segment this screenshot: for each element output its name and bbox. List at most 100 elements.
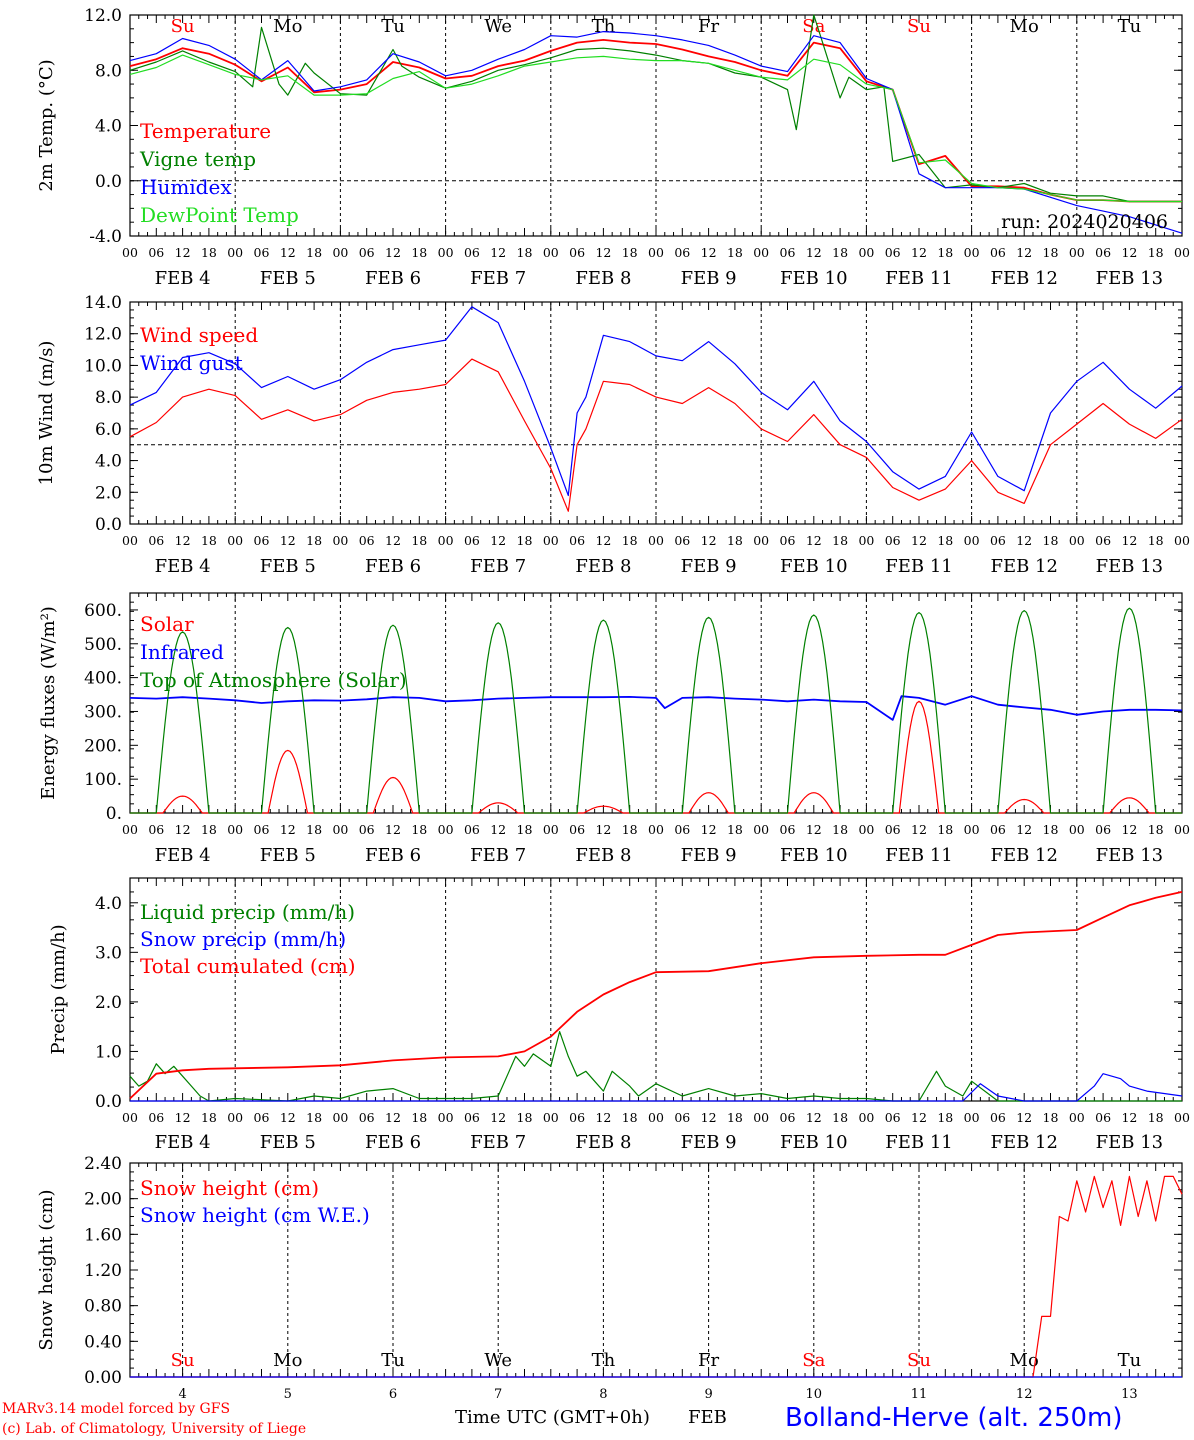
weekday-label: Tu bbox=[381, 1350, 405, 1371]
x-tick-label: 12 bbox=[595, 245, 611, 260]
x-tick-label: 00 bbox=[753, 245, 769, 260]
x-tick-label: 06 bbox=[148, 245, 164, 260]
series-line-infrared bbox=[129, 695, 1183, 721]
day-label: FEB 6 bbox=[365, 1132, 421, 1153]
y-tick-label: 1.20 bbox=[84, 1261, 122, 1281]
day-label: FEB 8 bbox=[575, 268, 631, 289]
x-tick-label: 18 bbox=[411, 533, 427, 548]
x-tick-label: 12 bbox=[175, 822, 191, 837]
x-tick-label: 00 bbox=[964, 1110, 980, 1125]
y-tick-label: 10.0 bbox=[84, 356, 122, 376]
legend-entry: Snow height (cm) bbox=[140, 1176, 319, 1200]
weekday-label: Sa bbox=[802, 16, 825, 37]
day-label: FEB 5 bbox=[260, 1132, 316, 1153]
x-tick-label: 00 bbox=[964, 245, 980, 260]
x-tick-label: 12 bbox=[1121, 1110, 1137, 1125]
x-tick-label: 06 bbox=[359, 822, 375, 837]
y-tick-label: 8.0 bbox=[95, 61, 122, 81]
legend-entry: Wind gust bbox=[140, 351, 243, 375]
weekday-label: Th bbox=[592, 1350, 616, 1371]
x-tick-label: 00 bbox=[1174, 1110, 1190, 1125]
x-tick-label: 00 bbox=[122, 822, 138, 837]
weekday-label: Tu bbox=[381, 16, 405, 37]
y-axis-title: 10m Wind (m/s) bbox=[36, 341, 57, 486]
day-number-label: 6 bbox=[389, 1387, 397, 1402]
x-tick-label: 12 bbox=[280, 822, 296, 837]
x-tick-label: 18 bbox=[1043, 1110, 1059, 1125]
x-tick-label: 12 bbox=[1016, 822, 1032, 837]
x-tick-label: 06 bbox=[674, 822, 690, 837]
series-line-wind-gust bbox=[129, 306, 1183, 497]
x-tick-label: 00 bbox=[438, 245, 454, 260]
x-tick-label: 06 bbox=[464, 1110, 480, 1125]
x-tick-label: 00 bbox=[1069, 822, 1085, 837]
day-label: FEB 13 bbox=[1096, 1132, 1163, 1153]
y-tick-label: 4.0 bbox=[95, 452, 122, 472]
x-tick-label: 18 bbox=[517, 533, 533, 548]
x-tick-label: 06 bbox=[885, 1110, 901, 1125]
x-tick-label: 06 bbox=[780, 1110, 796, 1125]
x-tick-label: 00 bbox=[122, 533, 138, 548]
x-tick-label: 12 bbox=[911, 245, 927, 260]
day-label: FEB 12 bbox=[990, 556, 1057, 577]
y-tick-label: 12.0 bbox=[84, 6, 122, 26]
x-tick-label: 12 bbox=[806, 245, 822, 260]
day-label: FEB 12 bbox=[990, 268, 1057, 289]
x-tick-label: 06 bbox=[990, 245, 1006, 260]
x-tick-label: 18 bbox=[832, 245, 848, 260]
x-tick-label: 00 bbox=[543, 245, 559, 260]
y-tick-label: 6.0 bbox=[95, 420, 122, 440]
day-label: FEB 10 bbox=[780, 845, 847, 866]
day-label: FEB 13 bbox=[1096, 845, 1163, 866]
day-label: FEB 9 bbox=[681, 845, 737, 866]
day-number-label: 12 bbox=[1016, 1387, 1033, 1402]
y-tick-label: 0. bbox=[106, 804, 122, 824]
x-tick-label: 12 bbox=[280, 533, 296, 548]
run-annotation: run: 2024020406 bbox=[1001, 211, 1168, 233]
x-tick-label: 18 bbox=[832, 533, 848, 548]
y-tick-label: 3.0 bbox=[95, 943, 122, 963]
x-tick-label: 12 bbox=[701, 533, 717, 548]
x-tick-label: 00 bbox=[227, 533, 243, 548]
x-tick-label: 18 bbox=[1148, 822, 1164, 837]
x-tick-label: 06 bbox=[254, 245, 270, 260]
x-tick-label: 00 bbox=[648, 245, 664, 260]
x-tick-label: 12 bbox=[701, 822, 717, 837]
y-tick-label: 4.0 bbox=[95, 117, 122, 137]
x-tick-label: 06 bbox=[464, 822, 480, 837]
x-tick-label: 06 bbox=[359, 1110, 375, 1125]
x-tick-label: 18 bbox=[201, 533, 217, 548]
x-tick-label: 00 bbox=[438, 533, 454, 548]
y-tick-label: 4.0 bbox=[95, 894, 122, 914]
y-tick-label: 0.0 bbox=[95, 1092, 122, 1112]
x-tick-label: 18 bbox=[517, 1110, 533, 1125]
x-tick-label: 06 bbox=[1095, 1110, 1111, 1125]
day-label: FEB 4 bbox=[155, 268, 211, 289]
day-label: FEB 5 bbox=[260, 556, 316, 577]
y-tick-label: 2.00 bbox=[84, 1190, 122, 1210]
x-tick-label: 12 bbox=[1121, 245, 1137, 260]
y-tick-label: 200. bbox=[84, 736, 122, 756]
x-tick-label: 06 bbox=[674, 245, 690, 260]
panel-4: 00 06 12 18 00 06 12 18 00 06 12 18 00 06 12 18 00 06 12 18… bbox=[48, 877, 1190, 1153]
day-label: FEB 7 bbox=[470, 845, 526, 866]
day-number-label: 10 bbox=[806, 1387, 823, 1402]
day-number-label: 5 bbox=[284, 1387, 292, 1402]
y-tick-label: 300. bbox=[84, 702, 122, 722]
weekday-label: Mo bbox=[1010, 1350, 1039, 1371]
x-tick-label: 18 bbox=[727, 822, 743, 837]
x-tick-label: 18 bbox=[1043, 822, 1059, 837]
x-tick-label: 12 bbox=[1016, 245, 1032, 260]
y-tick-label: 2.40 bbox=[84, 1154, 122, 1174]
x-tick-label: 06 bbox=[885, 533, 901, 548]
day-label: FEB 7 bbox=[470, 556, 526, 577]
x-tick-label: 18 bbox=[937, 1110, 953, 1125]
panel-2: 00 06 12 18 00 06 12 18 00 06 12 18 00 06 12 18 00 06 12 18… bbox=[36, 293, 1190, 577]
x-tick-label: 12 bbox=[806, 1110, 822, 1125]
weekday-label: Su bbox=[907, 16, 931, 37]
x-tick-label: 18 bbox=[937, 822, 953, 837]
weekday-label: Mo bbox=[273, 1350, 302, 1371]
day-label: FEB 4 bbox=[155, 1132, 211, 1153]
series-line-snow-height-cm bbox=[130, 1175, 1183, 1378]
day-label: FEB 10 bbox=[780, 268, 847, 289]
